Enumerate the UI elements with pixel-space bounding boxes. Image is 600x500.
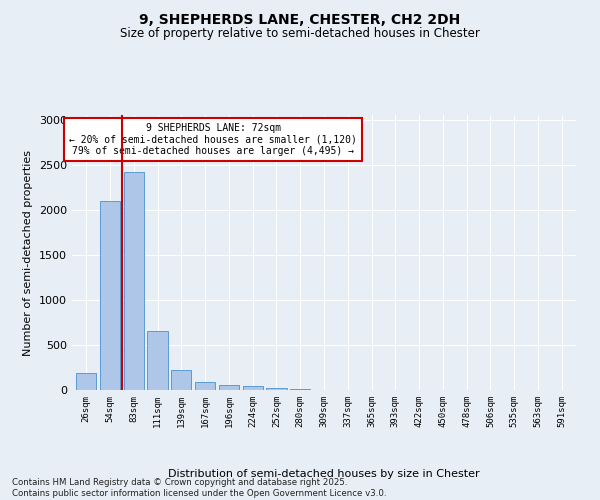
Bar — [171, 370, 191, 390]
Text: Size of property relative to semi-detached houses in Chester: Size of property relative to semi-detach… — [120, 28, 480, 40]
Text: Contains HM Land Registry data © Crown copyright and database right 2025.
Contai: Contains HM Land Registry data © Crown c… — [12, 478, 386, 498]
Bar — [219, 386, 239, 390]
Bar — [100, 200, 120, 390]
Bar — [242, 386, 263, 390]
Bar — [148, 332, 167, 390]
Bar — [124, 172, 144, 390]
Bar — [290, 388, 310, 390]
Bar — [76, 374, 97, 390]
Bar — [266, 388, 287, 390]
X-axis label: Distribution of semi-detached houses by size in Chester: Distribution of semi-detached houses by … — [168, 469, 480, 479]
Bar — [195, 382, 215, 390]
Y-axis label: Number of semi-detached properties: Number of semi-detached properties — [23, 150, 34, 356]
Text: 9 SHEPHERDS LANE: 72sqm
← 20% of semi-detached houses are smaller (1,120)
79% of: 9 SHEPHERDS LANE: 72sqm ← 20% of semi-de… — [69, 123, 357, 156]
Text: 9, SHEPHERDS LANE, CHESTER, CH2 2DH: 9, SHEPHERDS LANE, CHESTER, CH2 2DH — [139, 12, 461, 26]
